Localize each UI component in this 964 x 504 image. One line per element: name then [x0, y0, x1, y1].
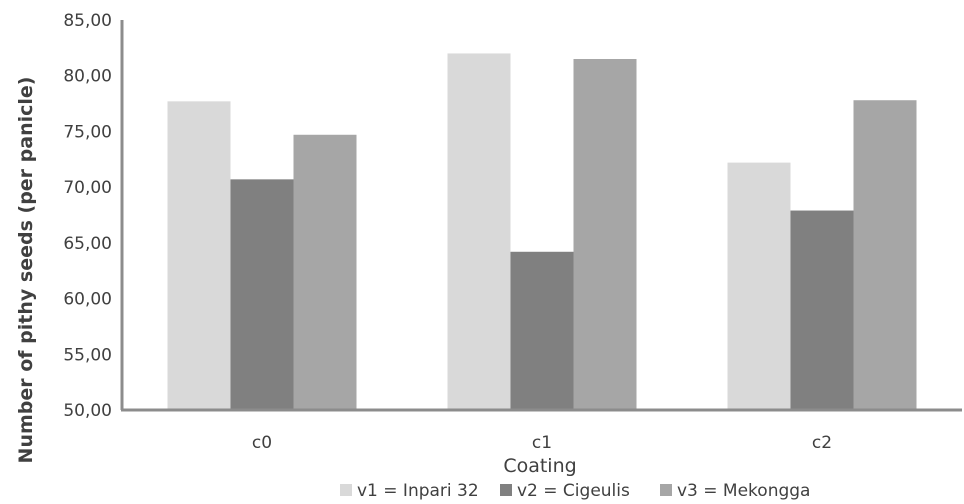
- y-tick-label: 55,00: [63, 345, 112, 365]
- bar-c1-series-2: [510, 251, 574, 410]
- legend-swatch: [500, 484, 512, 496]
- x-tick-label: c1: [532, 433, 552, 453]
- legend-label: v2 = Cigeulis: [517, 481, 630, 501]
- x-axis-title: Coating: [503, 455, 576, 477]
- y-tick-label: 60,00: [63, 290, 112, 310]
- x-tick-label: c2: [812, 433, 832, 453]
- legend: v1 = Inpari 32 v2 = Cigeulis v3 = Mekongga: [340, 481, 810, 501]
- y-tick-label: 85,00: [63, 11, 112, 31]
- bars: [167, 53, 917, 411]
- bar-c1-series-3: [573, 59, 637, 410]
- bar-c2-series-3: [853, 100, 917, 410]
- y-tick-labels: 50,00 55,00 60,00 65,00 70,00 75,00 80,00 85,00: [63, 11, 112, 421]
- legend-swatch: [340, 484, 352, 496]
- bar-c2-series-2: [790, 210, 854, 410]
- legend-label: v3 = Mekongga: [677, 481, 810, 501]
- legend-swatch: [660, 484, 672, 496]
- bar-c2-series-1: [727, 162, 791, 410]
- bar-c0-series-1: [167, 101, 231, 410]
- y-tick-label: 70,00: [63, 178, 112, 198]
- bar-c0-series-2: [230, 179, 294, 410]
- bar-c1-series-1: [447, 53, 511, 411]
- y-axis-title: Number of pithy seeds (per panicle): [15, 77, 37, 464]
- bar-c0-series-3: [293, 134, 357, 410]
- y-tick-label: 50,00: [63, 401, 112, 421]
- y-tick-label: 65,00: [63, 234, 112, 254]
- x-tick-label: c0: [252, 433, 272, 453]
- legend-label: v1 = Inpari 32: [357, 481, 479, 501]
- y-tick-label: 75,00: [63, 122, 112, 142]
- y-tick-label: 80,00: [63, 67, 112, 87]
- x-tick-labels: c0 c1 c2: [252, 433, 832, 453]
- y-axis-title-group: Number of pithy seeds (per panicle): [15, 77, 37, 464]
